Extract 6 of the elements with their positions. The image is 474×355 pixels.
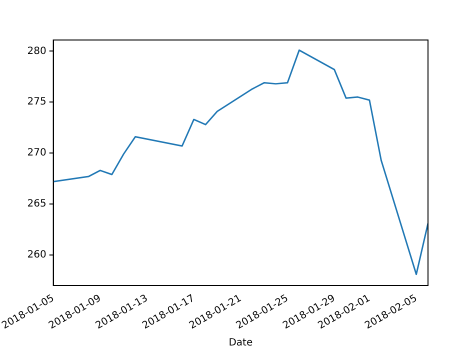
y-tick-label: 275: [27, 96, 46, 108]
y-tick-label: 270: [27, 148, 46, 159]
y-tick-label: 265: [27, 198, 46, 210]
x-axis-title: Date: [228, 338, 253, 349]
y-tick-label: 260: [27, 250, 46, 261]
y-tick-label: 280: [27, 46, 46, 57]
